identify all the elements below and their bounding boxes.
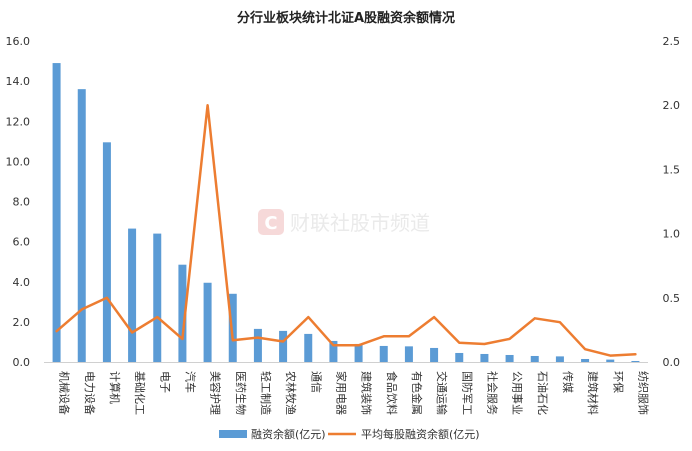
category-label: 通信: [309, 371, 322, 393]
category-label: 国防军工: [460, 371, 474, 415]
right-tick-label: 0.5: [663, 292, 681, 305]
category-label: 家用电器: [334, 371, 348, 415]
bar: [581, 358, 590, 362]
bar: [606, 359, 615, 362]
right-tick-label: 1.0: [663, 228, 681, 241]
bar: [505, 354, 514, 362]
category-label: 汽车: [183, 371, 197, 393]
category-label: 基础化工: [133, 371, 147, 415]
bar: [77, 89, 86, 363]
bar: [52, 63, 61, 362]
bar: [480, 353, 489, 362]
right-tick-label: 2.0: [663, 99, 681, 112]
category-label: 医药生物: [234, 371, 248, 415]
bar: [530, 355, 539, 362]
category-label: 有色金属: [410, 371, 424, 415]
right-tick-label: 1.5: [663, 163, 681, 176]
category-label: 美容护理: [209, 371, 223, 415]
bar: [455, 352, 464, 362]
chart-title: 分行业板块统计北证A股融资余额情况: [237, 10, 455, 26]
bar-series: [52, 63, 640, 363]
right-tick-label: 2.5: [663, 35, 681, 48]
bar: [404, 346, 413, 362]
left-axis: 0.0 2.0 4.0 6.0 8.0 10.0 12.0 14.0 16.0: [6, 35, 31, 369]
category-label: 纺织服饰: [636, 371, 650, 415]
category-label: 建筑材料: [586, 371, 600, 415]
category-label: 传媒: [561, 371, 574, 393]
category-labels: 机械设备 电力设备 计算机 基础化工 电子 汽车 美容护理 医药生物 轻工制造 农林牧渔 通信 家用电…: [58, 371, 651, 415]
bar: [102, 142, 111, 362]
category-label: 农林牧渔: [284, 371, 298, 415]
category-label: 建筑装饰: [360, 371, 374, 415]
bar: [203, 282, 212, 362]
bar: [631, 360, 640, 362]
watermark-text: 财联社股市频道: [290, 211, 430, 235]
legend-line-label: 平均每股融资余额(亿元): [361, 427, 480, 441]
bar: [379, 345, 388, 362]
category-label: 交通运输: [435, 371, 449, 415]
category-label: 石油石化: [536, 371, 550, 415]
bar: [279, 330, 288, 362]
bar: [128, 228, 137, 362]
right-axis: 0.0 0.5 1.0 1.5 2.0 2.5: [663, 35, 681, 369]
category-label: 计算机: [108, 371, 122, 404]
category-label: 电子: [158, 371, 171, 393]
left-tick-label: 4.0: [13, 276, 31, 289]
left-tick-label: 12.0: [6, 115, 31, 128]
left-tick-label: 10.0: [6, 155, 31, 168]
left-tick-label: 6.0: [13, 236, 31, 249]
category-label: 机械设备: [58, 371, 72, 415]
legend-bar-swatch: [219, 430, 247, 438]
left-tick-label: 14.0: [6, 75, 31, 88]
right-tick-label: 0.0: [663, 356, 681, 369]
watermark-logo-letter: C: [264, 213, 277, 234]
left-tick-label: 16.0: [6, 35, 31, 48]
category-label: 电力设备: [83, 371, 97, 415]
legend-bar-label: 融资余额(亿元): [251, 427, 326, 441]
left-tick-label: 2.0: [13, 316, 31, 329]
bar: [304, 333, 313, 362]
bar: [329, 340, 338, 362]
category-label: 食品饮料: [385, 371, 399, 415]
bar: [178, 264, 187, 362]
watermark: C 财联社股市频道: [258, 209, 430, 235]
category-label: 公用事业: [511, 371, 524, 415]
line-series: [55, 103, 637, 357]
bar: [430, 347, 439, 362]
bar: [253, 328, 262, 362]
left-tick-label: 0.0: [13, 356, 31, 369]
bar: [555, 356, 564, 362]
left-tick-label: 8.0: [13, 196, 31, 209]
category-label: 社会服务: [485, 371, 499, 415]
watermark-logo-icon: [258, 209, 284, 235]
bar: [153, 233, 162, 362]
bar: [354, 343, 363, 362]
category-label: 轻工制造: [259, 371, 273, 415]
category-label: 环保: [611, 371, 625, 393]
legend: 融资余额(亿元) 平均每股融资余额(亿元): [219, 427, 480, 441]
bar: [228, 293, 237, 362]
